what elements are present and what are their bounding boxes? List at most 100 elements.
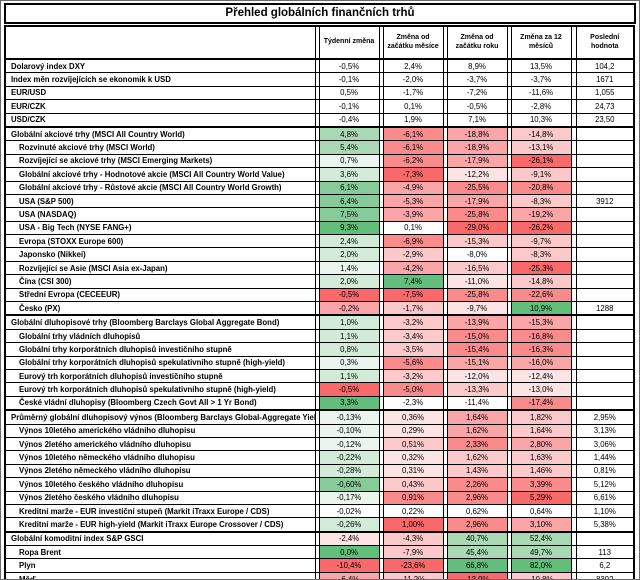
column-spacer (507, 503, 511, 519)
cell-weekly-change: 6,4% (318, 193, 380, 209)
table-row: Globální komoditní index S&P GSCI -2,4% -4… (4, 530, 635, 547)
cell-mtd-change: -11,2% (382, 571, 444, 579)
row-label: EUR/CZK (4, 99, 316, 114)
cell-12m-change: -13,1% (510, 140, 572, 155)
cell-mtd-change: -2,9% (382, 247, 444, 262)
cell-last-value (575, 530, 635, 547)
cell-weekly-change: 0,0% (318, 545, 380, 560)
cell-last-value: 3,13% (575, 423, 635, 438)
cell-mtd-change: -4,3% (382, 530, 444, 547)
cell-12m-change: 1,63% (510, 450, 572, 465)
cell-ytd-change: 45,4% (446, 545, 508, 560)
row-label: Střední Evropa (CECEEUR) (4, 287, 316, 303)
cell-ytd-change: -8,0% (446, 247, 508, 262)
table-row: Rozvíjející se akciové trhy (MSCI Emergi… (4, 153, 635, 169)
table-row: Kreditní marže - EUR investiční stupeň (… (4, 503, 635, 519)
cell-weekly-change: -0,1% (318, 99, 380, 114)
column-spacer (379, 382, 383, 397)
cell-last-value: 5,38% (575, 517, 635, 533)
column-spacer (507, 72, 511, 87)
column-spacer (443, 287, 447, 303)
row-label: Výnos 2letého amerického vládního dluhop… (4, 436, 316, 452)
column-spacer (571, 85, 576, 101)
cell-ytd-change: 1,43% (446, 463, 508, 479)
cell-weekly-change: 1,4% (318, 260, 380, 276)
table-row: Index měn rozvíjejících se ekonomik k US… (4, 72, 635, 87)
table-row: Globální trhy korporátních dluhopisů inv… (4, 342, 635, 357)
cell-weekly-change: 1,0% (318, 314, 380, 330)
cell-last-value (575, 167, 635, 182)
cell-12m-change: -16,3% (510, 342, 572, 357)
table-row: České vládní dluhopisy (Bloomberg Czech … (4, 395, 635, 411)
row-label: Rozvinuté akciové trhy (MSCI World) (4, 140, 316, 155)
column-spacer (379, 571, 383, 579)
cell-mtd-change: 1,00% (382, 517, 444, 533)
cell-weekly-change: -0,22% (318, 450, 380, 465)
cell-12m-change: -12,4% (510, 368, 572, 384)
cell-12m-change: -8,3% (510, 193, 572, 209)
cell-last-value: 5,12% (575, 477, 635, 492)
cell-last-value: 0,81% (575, 463, 635, 479)
cell-ytd-change: -15,3% (446, 234, 508, 249)
cell-weekly-change: -0,13% (318, 409, 380, 425)
cell-mtd-change: 1,9% (382, 112, 444, 128)
table-row: Výnos 10letého českého vládního dluhopis… (4, 477, 635, 492)
header-ytd-change: Změna od začátku roku (446, 25, 508, 60)
table-row: USD/CZK -0,4% 1,9% 7,1% 10,3% 23,50 (4, 112, 635, 128)
cell-last-value (575, 125, 635, 142)
cell-weekly-change: -0,5% (318, 382, 380, 397)
cell-mtd-change: -6,9% (382, 234, 444, 249)
cell-12m-change: -2,8% (510, 99, 572, 114)
cell-mtd-change: 0,31% (382, 463, 444, 479)
cell-12m-change: -9,7% (510, 234, 572, 249)
cell-ytd-change: 66,8% (446, 558, 508, 573)
cell-mtd-change: -1,7% (382, 301, 444, 316)
column-spacer (571, 571, 576, 579)
cell-12m-change: 1,64% (510, 423, 572, 438)
cell-last-value (575, 220, 635, 236)
cell-mtd-change: -7,9% (382, 545, 444, 560)
cell-weekly-change: -6,4% (318, 571, 380, 579)
table-row: Výnos 10letého německého vládního dluhop… (4, 450, 635, 465)
column-spacer (571, 99, 576, 114)
row-label: Rozvíjející se Asie (MSCI Asia ex-Japan) (4, 260, 316, 276)
cell-ytd-change: -12,2% (446, 167, 508, 182)
cell-mtd-change: -23,6% (382, 558, 444, 573)
cell-last-value (575, 355, 635, 370)
column-spacer (443, 503, 447, 519)
cell-weekly-change: -0,17% (318, 490, 380, 505)
cell-last-value (575, 287, 635, 303)
column-spacer (443, 382, 447, 397)
row-label: Index měn rozvíjejících se ekonomik k US… (4, 72, 316, 87)
cell-ytd-change: 40,7% (446, 530, 508, 547)
row-label: Globální trhy korporátních dluhopisů spe… (4, 355, 316, 370)
cell-weekly-change: -0,5% (318, 287, 380, 303)
table-row: Měď -6,4% -11,2% -13,9% -10,8% 8392 (4, 571, 635, 579)
header-12m-change: Změna za 12 měsíců (510, 25, 572, 60)
cell-ytd-change: 1,62% (446, 450, 508, 465)
cell-ytd-change: -13,3% (446, 382, 508, 397)
column-spacer (379, 25, 383, 60)
cell-weekly-change: -0,12% (318, 436, 380, 452)
cell-mtd-change: -3,2% (382, 314, 444, 330)
row-label: Globální dluhopisové trhy (Bloomberg Bar… (4, 314, 316, 330)
cell-mtd-change: -3,4% (382, 328, 444, 344)
cell-last-value: 23,50 (575, 112, 635, 128)
cell-mtd-change: 0,29% (382, 423, 444, 438)
table-row: Globální akciové trhy (MSCI All Country … (4, 125, 635, 142)
cell-ytd-change: -18,8% (446, 125, 508, 142)
cell-mtd-change: 0,22% (382, 503, 444, 519)
markets-table: Týdenní změna Změna od začátku měsíce Zm… (4, 25, 635, 579)
column-spacer (315, 571, 319, 579)
cell-ytd-change: -12,0% (446, 368, 508, 384)
table-row: USA - Big Tech (NYSE FANG+) 9,3% 0,1% -29,0… (4, 220, 635, 236)
cell-weekly-change: 9,3% (318, 220, 380, 236)
cell-ytd-change: -17,9% (446, 193, 508, 209)
cell-weekly-change: 6,1% (318, 180, 380, 195)
cell-ytd-change: -25,8% (446, 287, 508, 303)
cell-ytd-change: 1,62% (446, 423, 508, 438)
cell-12m-change: -16,0% (510, 355, 572, 370)
column-spacer (443, 99, 447, 114)
cell-last-value (575, 180, 635, 195)
cell-12m-change: 3,10% (510, 517, 572, 533)
